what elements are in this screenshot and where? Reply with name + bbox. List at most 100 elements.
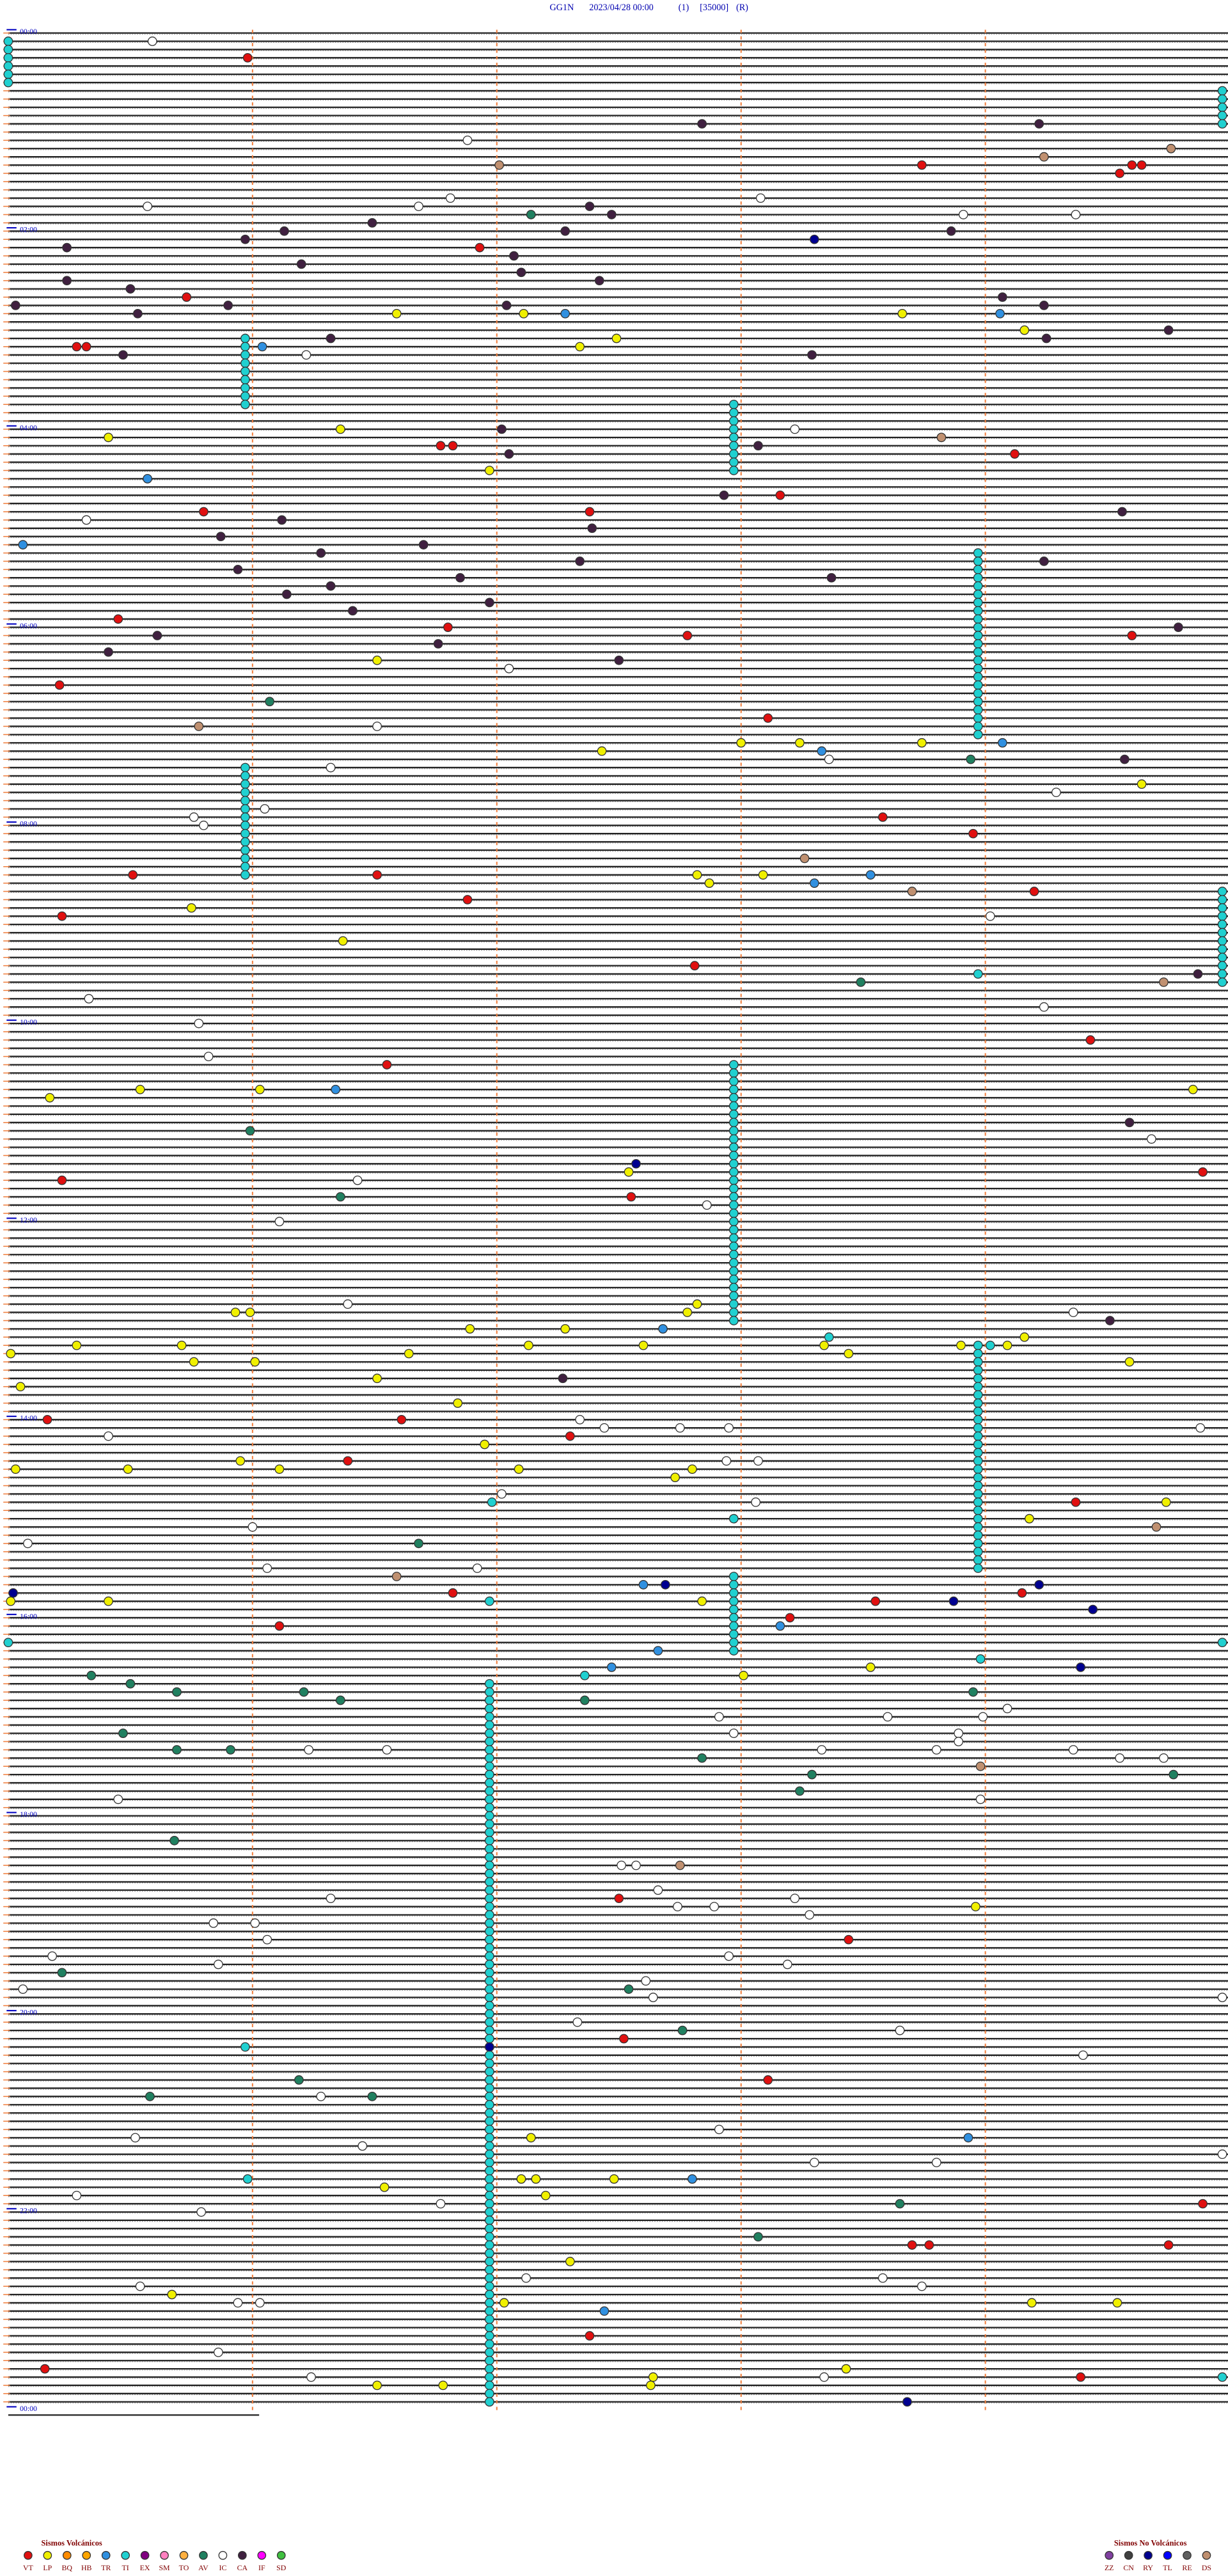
event-ti <box>484 1803 494 1813</box>
event-ti <box>728 1613 739 1623</box>
event-ca <box>1193 969 1203 979</box>
event-ti <box>973 730 983 739</box>
event-ca <box>1119 754 1130 764</box>
event-lp <box>338 936 348 946</box>
event-ca <box>11 301 20 310</box>
event-ca <box>216 532 226 542</box>
event-ti <box>1217 895 1227 905</box>
event-ti <box>484 2058 494 2069</box>
legend-swatch <box>179 2550 189 2560</box>
event-ti <box>484 2174 494 2184</box>
legend-swatch <box>218 2550 228 2560</box>
event-ti <box>973 614 983 624</box>
event-ti <box>1217 119 1227 129</box>
event-ti <box>484 1687 494 1697</box>
event-lp <box>123 1464 133 1474</box>
event-ti <box>728 1266 739 1276</box>
event-ic <box>599 1423 610 1433</box>
event-ti <box>484 1885 494 1895</box>
event-ds <box>1166 143 1176 154</box>
event-ti <box>484 1926 494 1936</box>
event-ti <box>484 1695 494 1705</box>
event-ti <box>728 1134 739 1144</box>
event-vt <box>397 1414 407 1425</box>
event-vt <box>614 1893 624 1904</box>
event-ti <box>240 837 250 847</box>
event-ti <box>728 1274 739 1284</box>
event-ti <box>1217 928 1227 938</box>
event-ds <box>494 160 504 170</box>
event-ti <box>484 2001 494 2011</box>
event-lp <box>540 2190 551 2201</box>
event-ic <box>372 722 382 731</box>
event-ti <box>240 2042 250 2052</box>
event-lp <box>45 1093 55 1103</box>
event-ti <box>484 1819 494 1829</box>
event-ti <box>484 2116 494 2126</box>
event-ca <box>516 267 526 278</box>
event-ca <box>281 589 292 599</box>
event-ti <box>973 672 983 682</box>
event-av <box>795 1786 805 1796</box>
event-ti <box>484 1728 494 1738</box>
legend-label: HB <box>81 2563 92 2572</box>
event-vt <box>382 1060 392 1070</box>
event-ti <box>240 771 250 781</box>
event-ic <box>1002 1703 1012 1714</box>
event-ca <box>1163 325 1174 335</box>
legend-label: AV <box>198 2563 209 2572</box>
event-ti <box>728 441 739 451</box>
hour-label: 00:00 <box>20 2404 37 2413</box>
event-ic <box>958 210 968 219</box>
event-ry <box>631 1158 641 1169</box>
event-ry <box>1034 1580 1044 1590</box>
event-vt <box>343 1456 353 1466</box>
event-ti <box>240 804 250 814</box>
event-av <box>299 1687 309 1697</box>
event-ic <box>260 804 270 814</box>
event-ti <box>484 2199 494 2209</box>
event-vt <box>199 507 209 517</box>
event-ti <box>484 2347 494 2357</box>
event-tr <box>817 746 827 756</box>
event-lp <box>682 1308 693 1317</box>
event-vt <box>785 1613 795 1623</box>
event-lp <box>1112 2298 1122 2308</box>
event-lp <box>971 1902 980 1911</box>
event-tr <box>638 1580 649 1590</box>
event-vt <box>42 1414 52 1425</box>
event-ds <box>975 1761 986 1771</box>
event-ca <box>125 284 136 294</box>
event-lp <box>15 1382 26 1392</box>
event-vt <box>1085 1035 1096 1045</box>
event-ti <box>973 688 983 699</box>
event-lp <box>524 1340 533 1350</box>
event-ti <box>728 1158 739 1169</box>
event-ca <box>240 234 250 244</box>
legend-swatch <box>121 2550 130 2560</box>
event-ti <box>973 631 983 640</box>
event-ti <box>973 1513 983 1524</box>
event-ti <box>484 2232 494 2242</box>
event-ca <box>62 242 72 253</box>
event-lp <box>379 2182 390 2192</box>
event-ti <box>484 1835 494 1845</box>
event-lp <box>844 1348 854 1359</box>
event-lp <box>670 1473 680 1482</box>
event-ti <box>973 1473 983 1482</box>
legend-swatch <box>1105 2550 1114 2560</box>
event-ic <box>751 1497 760 1507</box>
event-tr <box>865 870 876 880</box>
event-ti <box>973 1530 983 1540</box>
event-lp <box>865 1663 876 1672</box>
event-ry <box>902 2397 912 2407</box>
event-ti <box>484 1993 494 2002</box>
legend-swatch <box>82 2550 91 2560</box>
events <box>3 36 1227 2407</box>
event-ti <box>487 1497 497 1507</box>
event-lp <box>480 1439 490 1450</box>
event-vt <box>585 507 595 517</box>
event-ti <box>728 1151 739 1160</box>
event-ti <box>728 1604 739 1615</box>
event-lp <box>736 738 746 748</box>
